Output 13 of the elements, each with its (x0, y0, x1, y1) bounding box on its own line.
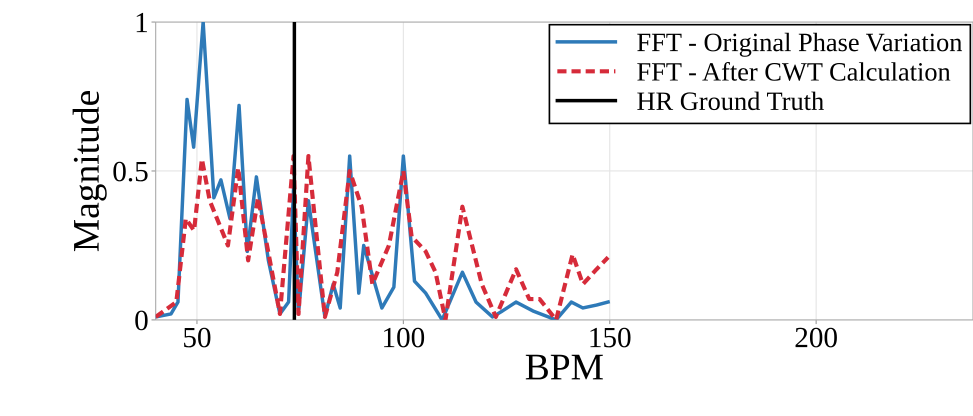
x-tick-label: 150 (590, 328, 631, 348)
line-series (156, 154, 610, 320)
x-tick-label: 100 (384, 328, 424, 348)
legend-label: FFT - After CWT Calculation (637, 62, 950, 81)
y-tick-label: 1 (136, 12, 147, 32)
y-tick-label: 0.5 (113, 162, 148, 182)
x-axis-title: BPM (526, 354, 603, 380)
y-axis-title: Magnitude (72, 91, 107, 252)
y-tick-label: 0 (135, 310, 148, 330)
x-tick-label: 200 (796, 328, 837, 348)
legend-label: HR Ground Truth (637, 92, 824, 110)
legend-label: FFT - Original Phase Variation (637, 32, 962, 57)
x-tick-label: 50 (184, 328, 210, 348)
